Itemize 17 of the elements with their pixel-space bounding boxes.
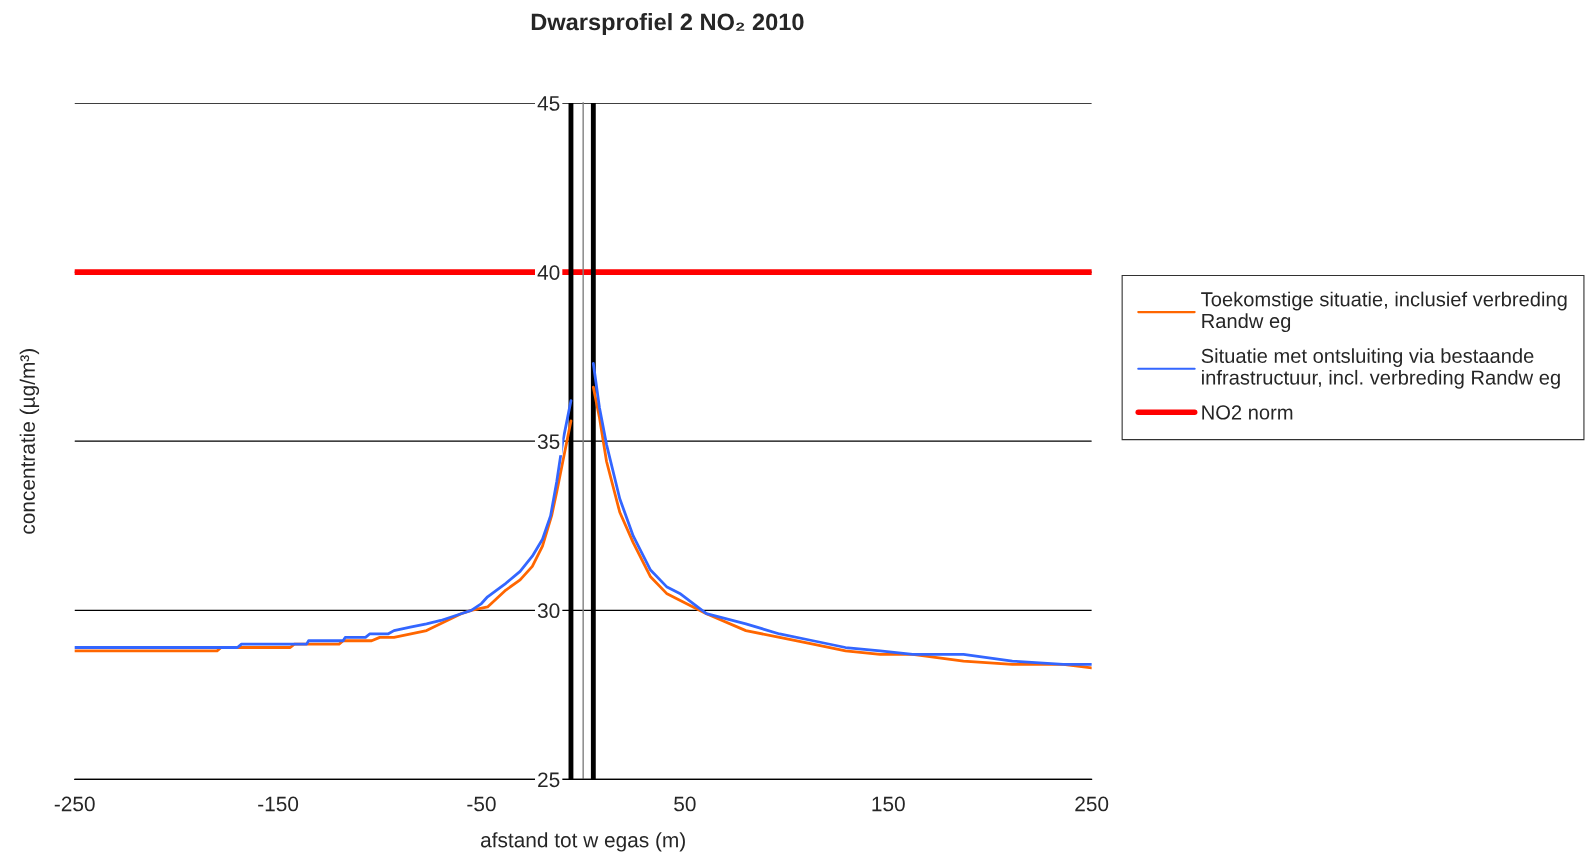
legend-label: Toekomstige situatie, inclusief verbreding Randw eg [1201,291,1567,333]
x-tick-label: 150 [872,796,905,812]
y-axis-title: concentratie (µg/m³) [19,349,40,534]
x-tick-label: 250 [1075,796,1109,812]
x-tick-label: -250 [54,796,95,812]
y-tick-label: 35 [537,434,560,449]
y-tick-label: 40 [537,265,560,280]
y-tick-label: 45 [537,96,560,111]
x-tick-label: -150 [258,796,299,812]
legend-label: Situatie met ontsluiting via bestaande infrastructuur, incl. verbreding Randw eg [1201,348,1560,389]
y-tick-label: 30 [537,603,560,619]
x-axis-title: afstand tot w egas (m) [481,832,685,852]
x-tick-label: -50 [467,796,496,812]
chart-title: Dwarsprofiel 2 NO₂ 2010 [531,12,804,35]
x-tick-label: 50 [674,796,696,812]
legend-label: NO2 norm [1202,405,1293,420]
y-tick-label: 25 [538,772,560,788]
